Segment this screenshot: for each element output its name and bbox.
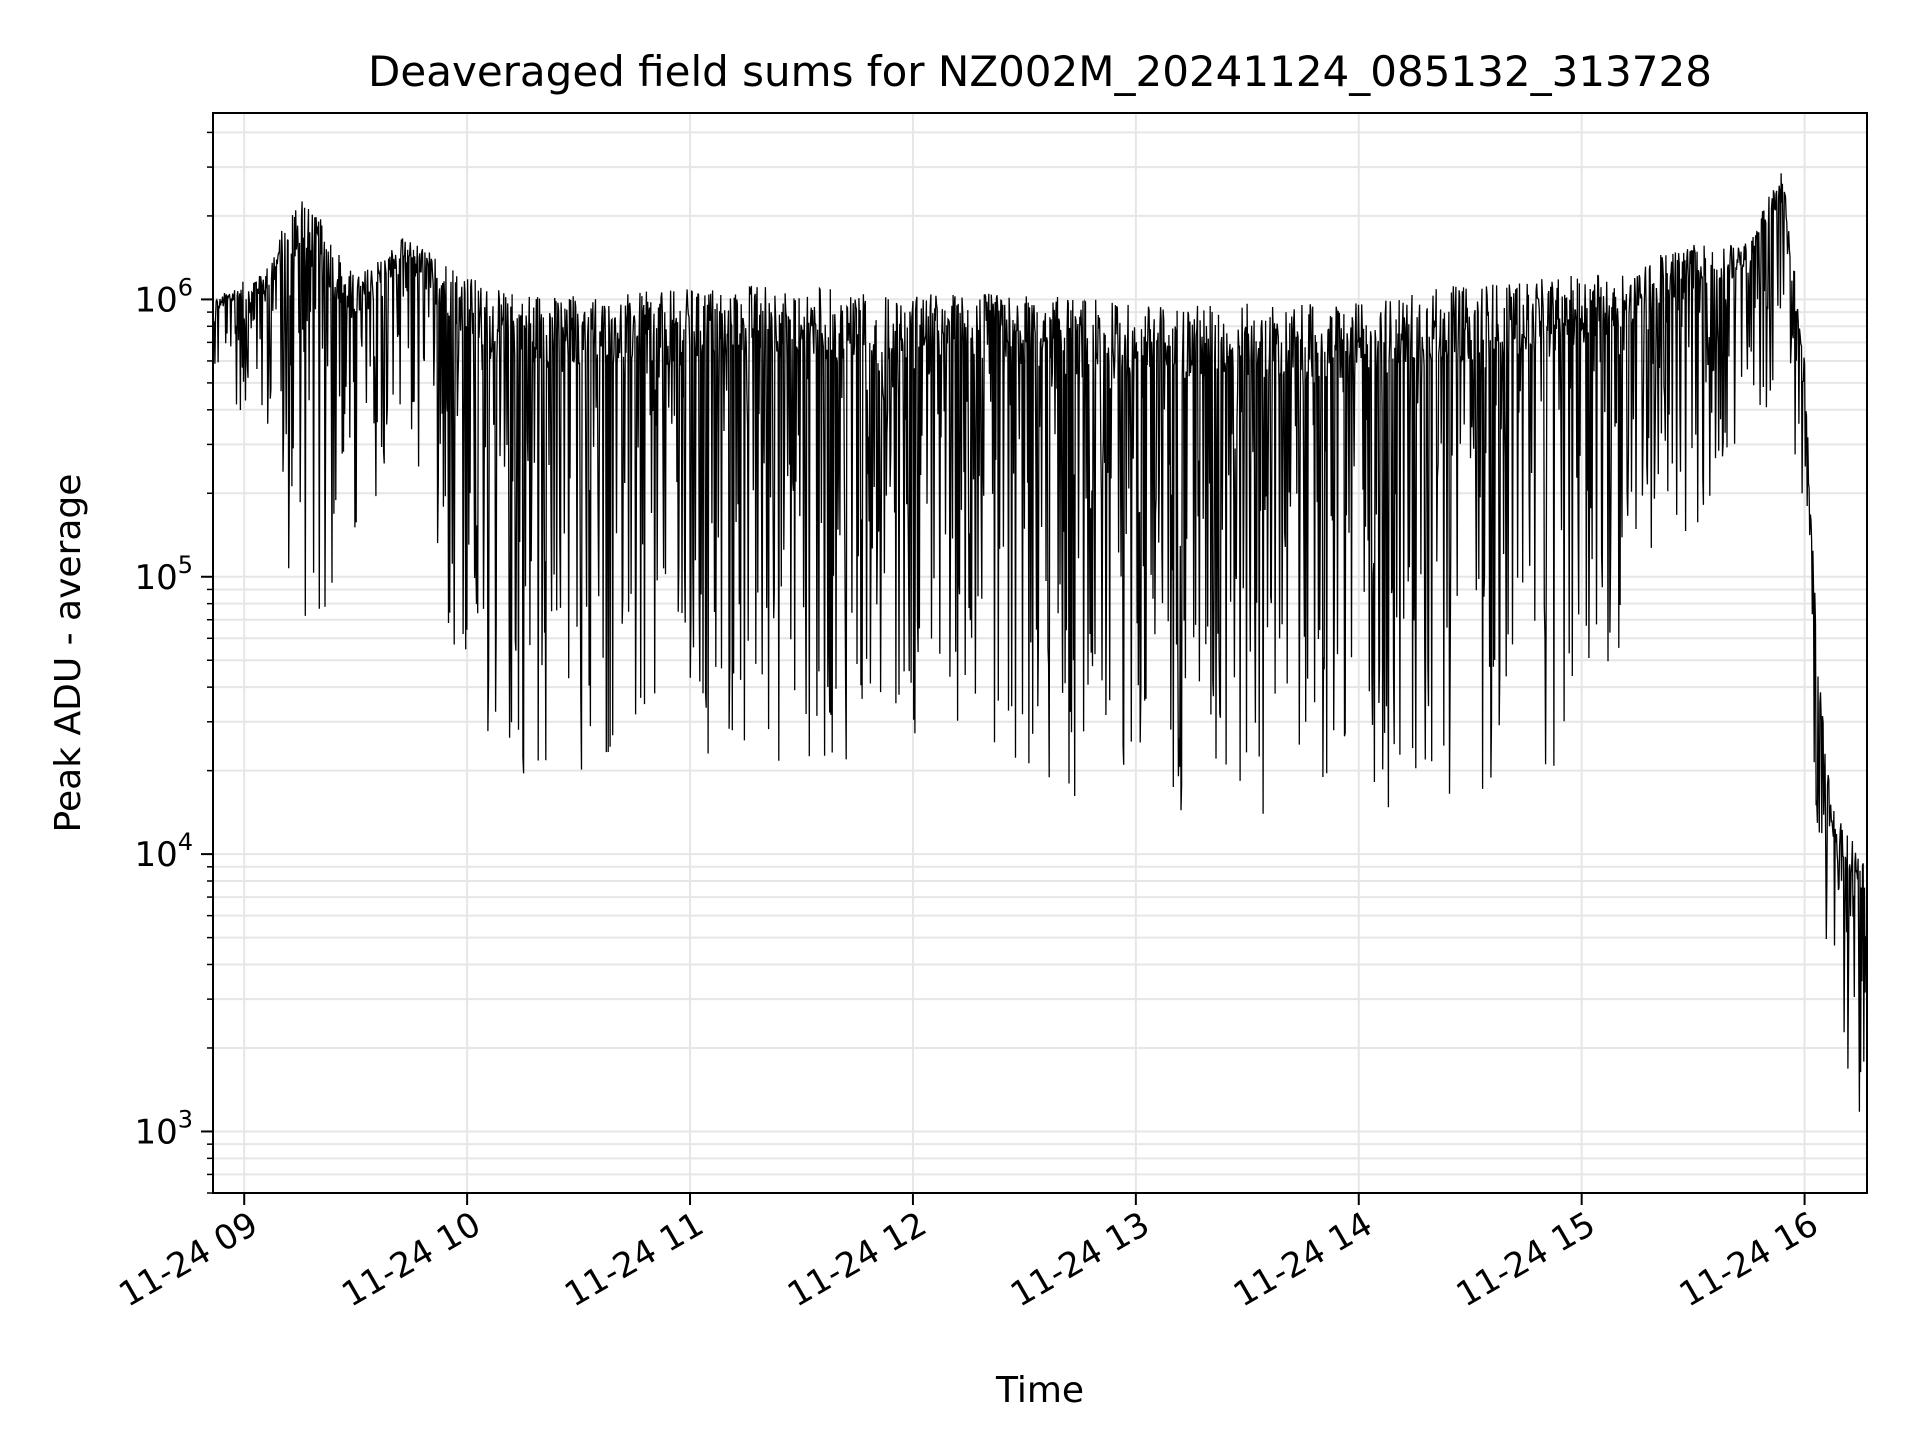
y-tick-label: 103 [134, 1105, 193, 1152]
y-axis: 103 104 105 106 [134, 131, 213, 1194]
chart-title: Deaveraged field sums for NZ002M_2024112… [368, 47, 1712, 96]
y-tick-label: 105 [134, 551, 193, 598]
x-axis-label: Time [995, 1370, 1084, 1411]
y-tick-label: 106 [134, 273, 193, 320]
y-axis-label: Peak ADU - average [48, 474, 89, 833]
plot-frame [212, 112, 1868, 1194]
y-tick-label: 104 [134, 828, 193, 875]
series-line [212, 173, 1868, 1112]
